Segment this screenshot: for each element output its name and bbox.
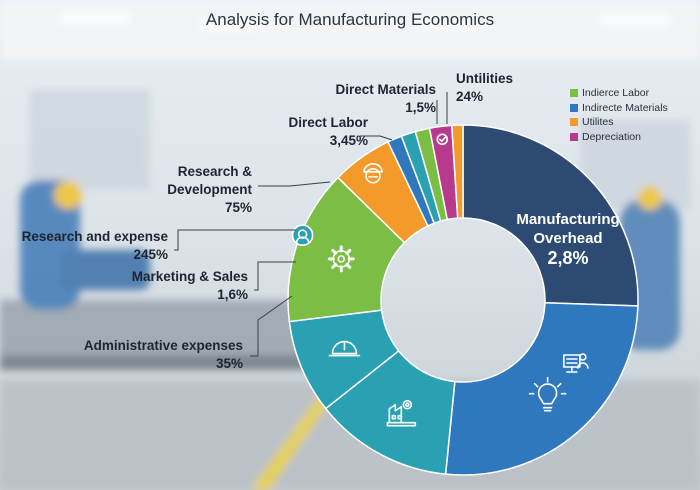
slice-name: Untilities [456,71,513,86]
chart-legend: Indierce Labor Indirecte Materials Utilite… [570,86,695,144]
data-label: 245% [133,247,168,262]
legend-entry: Utilites [570,115,695,130]
legend-entry: Indirecte Materials [570,101,695,116]
legend-entry: Depreciation [570,130,695,145]
data-label: 1,5% [405,100,436,115]
chart-title: Analysis for Manufacturing Economics [205,10,495,29]
legend-swatch [570,103,578,112]
slice-name: Development [167,182,252,197]
engineer-icon [363,162,383,184]
pie-slice [287,176,406,323]
data-label: 2,8% [547,248,588,268]
leader-line [258,181,331,187]
slice-name: Research & [178,164,253,179]
worker-icon [291,224,314,246]
data-label: 75% [225,200,252,215]
legend-swatch [570,132,578,141]
slice-name: Research and expense [22,229,169,244]
data-label: 24% [456,89,483,104]
pie-slice [444,301,639,476]
pie-slice [450,124,464,219]
hardhat-icon [328,340,361,357]
check-icon [436,133,449,146]
data-label: 35% [216,356,243,371]
slice-name: Manufacturing [516,211,619,228]
legend-label: Indirecte Materials [582,101,668,114]
legend-label: Depreciation [582,130,641,143]
slice-name: Administrative expenses [84,338,243,353]
slice-name: Overhead [533,230,602,247]
leader-line [174,229,296,251]
leader-line [250,295,293,357]
legend-label: Indierce Labor [582,87,650,100]
slice-name: Direct Labor [288,115,368,130]
pie-slice [462,124,639,307]
leader-line [360,135,393,141]
legend-swatch [570,89,578,98]
monitor-icon [563,353,589,373]
lightbulb-icon [528,376,567,412]
legend-label: Utilites [582,116,614,129]
data-label: 3,45% [330,133,368,148]
legend-swatch [570,118,578,127]
leader-line [254,261,296,291]
slice-name: Direct Materials [335,82,436,97]
data-label: 1,6% [217,287,248,302]
legend-entry: Indierce Labor [570,86,695,101]
slice-name: Marketing & Sales [132,269,248,284]
gear-icon [327,245,355,273]
factory-gear-icon [386,399,417,427]
